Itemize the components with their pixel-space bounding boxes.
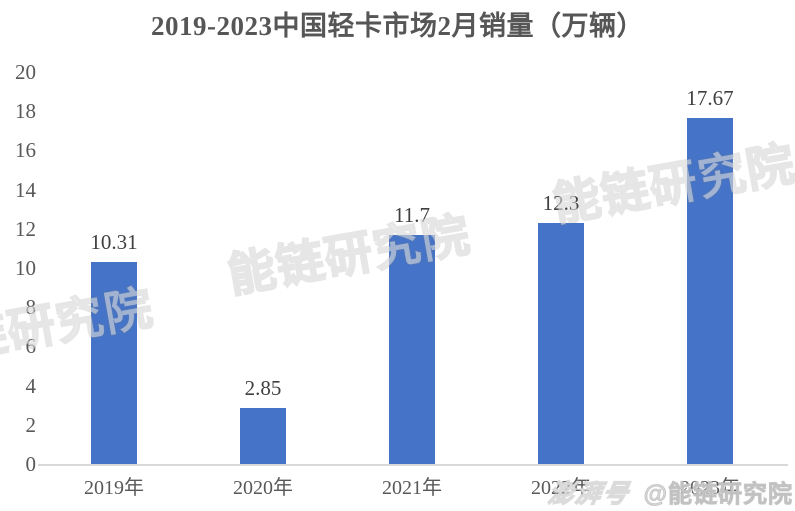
data-label-2019年: 10.31 [90, 229, 138, 254]
bar-2020年 [240, 408, 286, 464]
data-label-2021年: 11.7 [394, 202, 430, 227]
y-axis-tick-20: 20 [15, 60, 36, 84]
x-axis-line [38, 464, 788, 466]
bar-2023年 [687, 117, 733, 464]
x-axis-label-2019年: 2019年 [84, 477, 144, 499]
data-label-2022年: 12.3 [542, 190, 580, 215]
bar-2022年 [538, 222, 584, 464]
diagonal-watermark: 能链研究院 [548, 135, 795, 232]
y-axis-tick-8: 8 [25, 295, 37, 320]
x-axis-label-2020年: 2020年 [233, 477, 293, 499]
y-axis-tick-18: 18 [15, 99, 36, 124]
y-axis-tick-0: 0 [25, 452, 37, 476]
x-axis-label-2021年: 2021年 [382, 477, 442, 499]
y-axis-tick-12: 12 [15, 216, 36, 241]
y-axis-tick-16: 16 [15, 138, 36, 163]
y-axis-tick-10: 10 [15, 256, 36, 280]
data-label-2023年: 17.67 [686, 85, 734, 110]
bar-2019年 [91, 261, 137, 464]
bar-2021年 [389, 234, 435, 464]
y-axis-tick-14: 14 [15, 177, 36, 202]
data-label-2020年: 2.85 [244, 376, 282, 401]
y-axis-tick-2: 2 [25, 412, 37, 437]
x-axis-label-2023年: 2023年 [680, 477, 740, 499]
y-axis-tick-6: 6 [25, 334, 37, 359]
y-axis-tick-4: 4 [25, 373, 37, 398]
chart-title: 2019-2023中国轻卡市场2月销量（万辆） [151, 11, 644, 41]
x-axis-label-2022年: 2022年 [531, 477, 591, 499]
